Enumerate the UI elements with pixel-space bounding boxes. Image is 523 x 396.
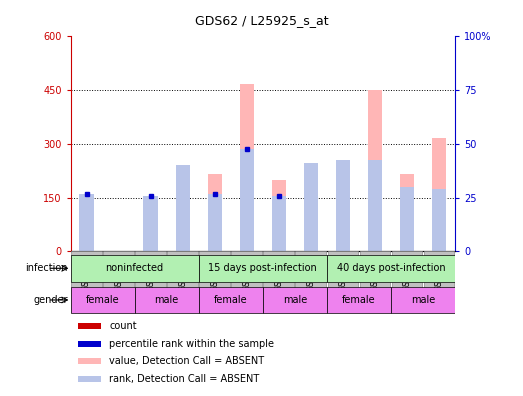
- Bar: [368, 89, 382, 251]
- Text: GSM1184: GSM1184: [242, 255, 251, 289]
- FancyBboxPatch shape: [231, 251, 262, 313]
- Text: percentile rank within the sample: percentile rank within the sample: [109, 339, 274, 348]
- Text: count: count: [109, 321, 137, 331]
- Text: GSM1183: GSM1183: [210, 255, 219, 289]
- Bar: [400, 174, 414, 251]
- FancyBboxPatch shape: [103, 251, 134, 313]
- FancyBboxPatch shape: [71, 251, 102, 313]
- Bar: [208, 174, 222, 251]
- Bar: [240, 149, 254, 251]
- Bar: [143, 208, 158, 251]
- FancyBboxPatch shape: [327, 251, 358, 313]
- Bar: [78, 341, 101, 346]
- FancyBboxPatch shape: [424, 251, 454, 313]
- Bar: [432, 138, 446, 251]
- FancyBboxPatch shape: [167, 251, 198, 313]
- Bar: [78, 358, 101, 364]
- FancyBboxPatch shape: [199, 255, 327, 282]
- Text: value, Detection Call = ABSENT: value, Detection Call = ABSENT: [109, 356, 264, 366]
- Bar: [400, 187, 414, 251]
- Text: GSM1181: GSM1181: [146, 255, 155, 289]
- FancyBboxPatch shape: [199, 287, 263, 313]
- Bar: [304, 167, 318, 251]
- FancyBboxPatch shape: [295, 251, 326, 313]
- FancyBboxPatch shape: [327, 255, 455, 282]
- Bar: [271, 196, 286, 251]
- Bar: [79, 194, 94, 251]
- Text: 15 days post-infection: 15 days post-infection: [209, 263, 317, 273]
- Bar: [79, 194, 94, 251]
- FancyBboxPatch shape: [264, 251, 294, 313]
- Text: GSM1187: GSM1187: [338, 255, 347, 289]
- Bar: [336, 165, 350, 251]
- Text: female: female: [214, 295, 247, 305]
- Bar: [304, 163, 318, 251]
- Text: GDS62 / L25925_s_at: GDS62 / L25925_s_at: [195, 14, 328, 27]
- Text: GSM1185: GSM1185: [275, 255, 283, 289]
- Text: male: male: [283, 295, 307, 305]
- Text: 40 days post-infection: 40 days post-infection: [337, 263, 445, 273]
- Bar: [176, 165, 190, 251]
- FancyBboxPatch shape: [391, 287, 455, 313]
- Text: male: male: [155, 295, 179, 305]
- Text: gender: gender: [33, 295, 68, 305]
- FancyBboxPatch shape: [392, 251, 423, 313]
- Text: GSM1189: GSM1189: [403, 255, 412, 289]
- Text: noninfected: noninfected: [106, 263, 164, 273]
- Text: GSM1180: GSM1180: [114, 255, 123, 289]
- Bar: [143, 196, 158, 251]
- Text: female: female: [86, 295, 119, 305]
- FancyBboxPatch shape: [359, 251, 390, 313]
- FancyBboxPatch shape: [135, 287, 199, 313]
- Text: infection: infection: [26, 263, 68, 273]
- FancyBboxPatch shape: [71, 255, 199, 282]
- Text: GSM1186: GSM1186: [306, 255, 315, 289]
- Bar: [368, 160, 382, 251]
- FancyBboxPatch shape: [71, 287, 135, 313]
- Bar: [78, 376, 101, 382]
- Bar: [432, 188, 446, 251]
- Text: rank, Detection Call = ABSENT: rank, Detection Call = ABSENT: [109, 374, 259, 384]
- Bar: [176, 167, 190, 251]
- Text: male: male: [411, 295, 435, 305]
- Bar: [336, 160, 350, 251]
- FancyBboxPatch shape: [135, 251, 166, 313]
- Text: GSM1190: GSM1190: [435, 255, 444, 289]
- FancyBboxPatch shape: [263, 287, 327, 313]
- Bar: [78, 323, 101, 329]
- Text: female: female: [342, 295, 376, 305]
- Bar: [271, 179, 286, 251]
- FancyBboxPatch shape: [199, 251, 230, 313]
- Text: GSM1179: GSM1179: [82, 255, 91, 289]
- Text: GSM1182: GSM1182: [178, 255, 187, 289]
- Text: GSM1188: GSM1188: [370, 255, 379, 289]
- Bar: [208, 194, 222, 251]
- Bar: [240, 84, 254, 251]
- FancyBboxPatch shape: [327, 287, 391, 313]
